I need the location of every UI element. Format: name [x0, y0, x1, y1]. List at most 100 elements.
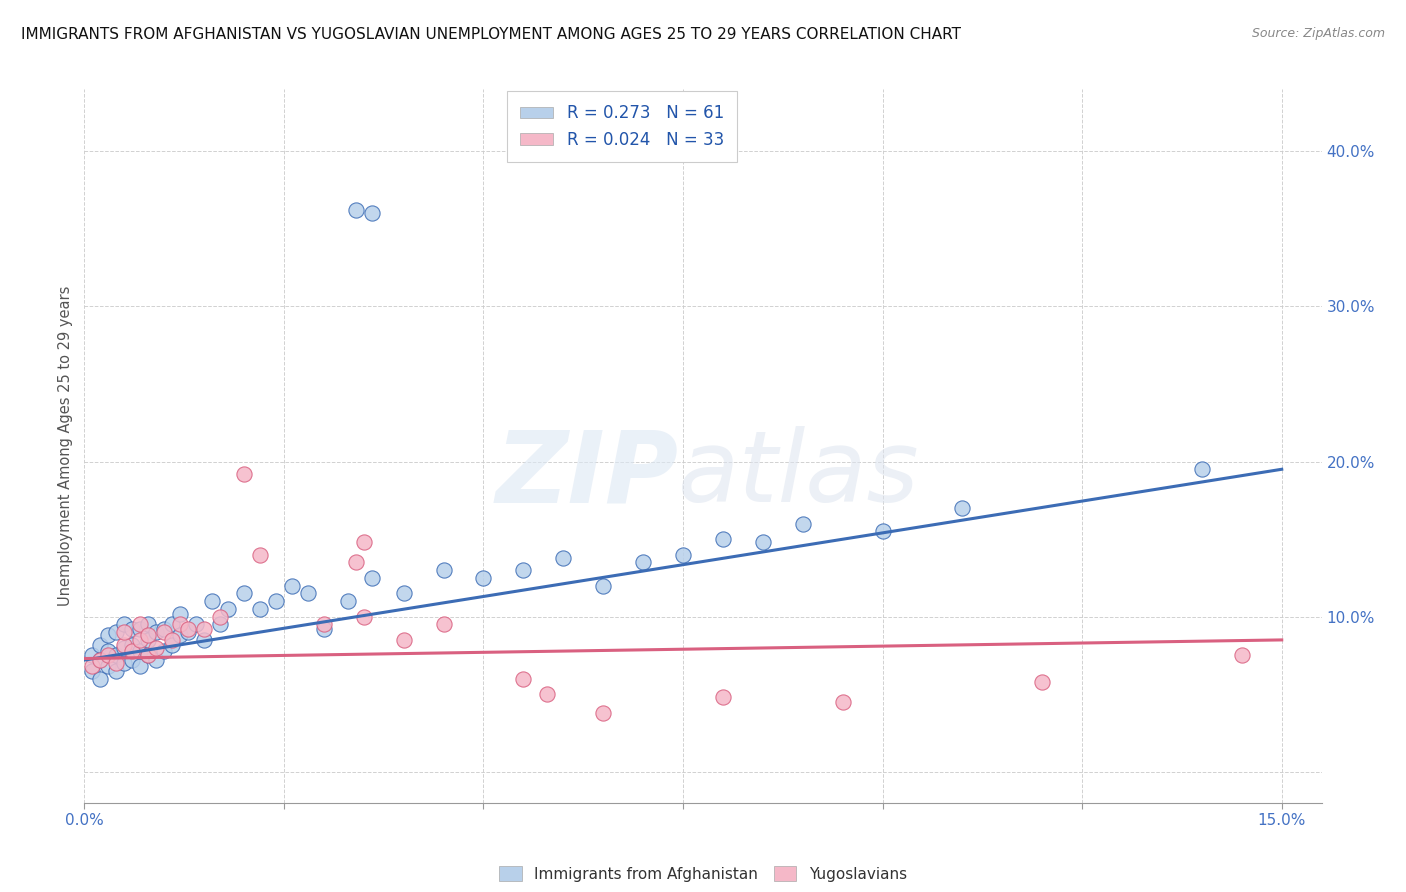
Point — [136, 628, 159, 642]
Point — [121, 644, 143, 658]
Point — [105, 664, 128, 678]
Point — [129, 644, 152, 658]
Point — [89, 672, 111, 686]
Point — [136, 632, 159, 647]
Point — [952, 501, 974, 516]
Point — [297, 586, 319, 600]
Point — [129, 617, 152, 632]
Point — [872, 524, 894, 539]
Text: Source: ZipAtlas.com: Source: ZipAtlas.com — [1251, 27, 1385, 40]
Point — [169, 607, 191, 621]
Point — [97, 648, 120, 663]
Point — [392, 632, 415, 647]
Point — [209, 617, 232, 632]
Point — [631, 555, 654, 569]
Point — [536, 687, 558, 701]
Point — [160, 632, 183, 647]
Point — [153, 625, 176, 640]
Point — [432, 617, 454, 632]
Point — [752, 535, 775, 549]
Point — [82, 648, 104, 663]
Point — [177, 625, 200, 640]
Point — [129, 622, 152, 636]
Text: atlas: atlas — [678, 426, 920, 523]
Text: ZIP: ZIP — [495, 426, 678, 523]
Point — [82, 664, 104, 678]
Point — [160, 617, 183, 632]
Point — [169, 617, 191, 632]
Point — [792, 516, 814, 531]
Point — [105, 625, 128, 640]
Text: IMMIGRANTS FROM AFGHANISTAN VS YUGOSLAVIAN UNEMPLOYMENT AMONG AGES 25 TO 29 YEAR: IMMIGRANTS FROM AFGHANISTAN VS YUGOSLAVI… — [21, 27, 962, 42]
Point — [553, 550, 575, 565]
Point — [281, 579, 304, 593]
Point — [1191, 462, 1213, 476]
Point — [184, 617, 207, 632]
Point — [121, 653, 143, 667]
Point — [233, 586, 256, 600]
Point — [360, 206, 382, 220]
Point — [136, 648, 159, 663]
Point — [112, 638, 135, 652]
Point — [145, 653, 167, 667]
Point — [82, 659, 104, 673]
Point — [121, 622, 143, 636]
Point — [97, 628, 120, 642]
Point — [112, 625, 135, 640]
Point — [264, 594, 287, 608]
Point — [831, 695, 853, 709]
Point — [249, 602, 271, 616]
Point — [136, 648, 159, 663]
Point — [105, 648, 128, 663]
Point — [89, 653, 111, 667]
Point — [432, 563, 454, 577]
Point — [121, 638, 143, 652]
Point — [233, 467, 256, 481]
Point — [512, 672, 534, 686]
Point — [1031, 674, 1053, 689]
Point — [193, 622, 215, 636]
Point — [353, 609, 375, 624]
Point — [177, 622, 200, 636]
Point — [711, 532, 734, 546]
Point — [472, 571, 495, 585]
Point — [592, 579, 614, 593]
Point — [89, 638, 111, 652]
Point — [129, 632, 152, 647]
Point — [169, 628, 191, 642]
Point — [209, 609, 232, 624]
Point — [145, 640, 167, 655]
Point — [353, 535, 375, 549]
Point — [336, 594, 359, 608]
Point — [672, 548, 695, 562]
Point — [112, 617, 135, 632]
Y-axis label: Unemployment Among Ages 25 to 29 years: Unemployment Among Ages 25 to 29 years — [58, 285, 73, 607]
Point — [89, 653, 111, 667]
Point — [97, 644, 120, 658]
Point — [160, 638, 183, 652]
Point — [312, 622, 335, 636]
Point — [512, 563, 534, 577]
Point — [592, 706, 614, 720]
Point — [145, 625, 167, 640]
Point — [312, 617, 335, 632]
Point — [97, 659, 120, 673]
Legend: Immigrants from Afghanistan, Yugoslavians: Immigrants from Afghanistan, Yugoslavian… — [494, 860, 912, 888]
Point — [217, 602, 239, 616]
Point — [129, 659, 152, 673]
Point — [153, 622, 176, 636]
Point — [1230, 648, 1253, 663]
Point — [105, 656, 128, 670]
Point — [112, 656, 135, 670]
Point — [360, 571, 382, 585]
Point — [711, 690, 734, 705]
Point — [193, 632, 215, 647]
Point — [249, 548, 271, 562]
Point — [344, 203, 367, 218]
Point — [153, 644, 176, 658]
Point — [112, 640, 135, 655]
Point — [136, 617, 159, 632]
Point — [392, 586, 415, 600]
Point — [201, 594, 224, 608]
Point — [344, 555, 367, 569]
